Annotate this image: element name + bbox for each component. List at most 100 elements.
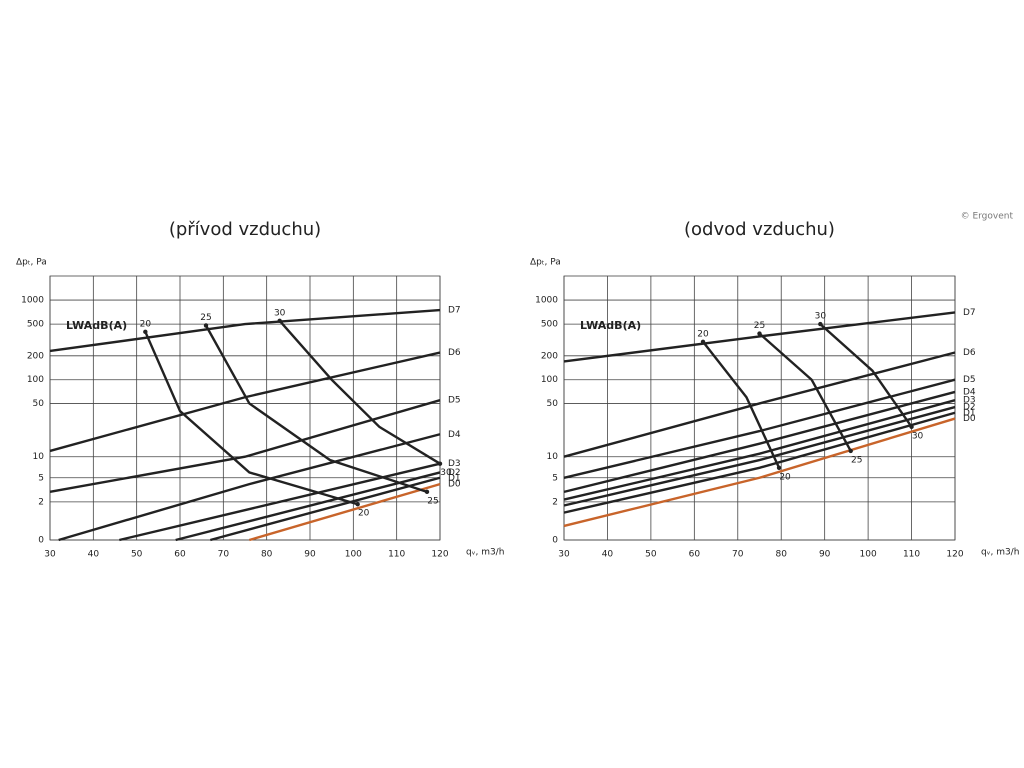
sound-curve — [144, 331, 359, 506]
x-tick-label: 30 — [558, 550, 570, 560]
pressure-line — [49, 399, 441, 494]
pressure-line — [563, 417, 956, 528]
pressure-line — [563, 390, 956, 494]
x-tick-label: 120 — [946, 550, 963, 560]
y-tick-label: 5 — [552, 473, 558, 483]
x-tick-label: 60 — [174, 550, 186, 560]
line-label: D2 — [963, 403, 976, 413]
pressure-line — [563, 351, 956, 458]
x-tick-label: 40 — [88, 550, 100, 560]
chart-title: (přívod vzduchu) — [169, 219, 321, 240]
pressure-line — [175, 471, 441, 542]
line-label: D3 — [963, 396, 976, 406]
y-tick-label: 2 — [38, 497, 44, 507]
y-axis-label: Δpₜ, Pa — [16, 258, 47, 268]
y-tick-label: 10 — [33, 452, 45, 462]
y-tick-label: 50 — [33, 399, 45, 409]
x-tick-label: 40 — [602, 550, 614, 560]
x-tick-label: 80 — [261, 550, 273, 560]
y-tick-label: 1000 — [21, 296, 44, 306]
curve-end-dot — [355, 502, 360, 507]
sound-curve — [758, 332, 852, 452]
line-label: D1 — [448, 473, 461, 483]
x-tick-label: 90 — [819, 550, 831, 560]
sound-curve — [819, 323, 913, 428]
line-label: D7 — [963, 308, 976, 318]
x-tick-label: 80 — [775, 550, 787, 560]
curve-label: 30 — [274, 308, 286, 318]
x-tick-label: 30 — [44, 550, 56, 560]
curve-label: 20 — [779, 472, 791, 482]
pressure-line — [58, 433, 441, 542]
y-tick-label: 0 — [38, 536, 44, 546]
curve-end-dot — [203, 323, 209, 328]
x-tick-label: 60 — [689, 550, 701, 560]
line-label: D4 — [448, 430, 461, 440]
sound-curve — [204, 324, 428, 493]
curve-label: 20 — [697, 329, 709, 339]
line-label: D6 — [448, 348, 461, 358]
curve-label: 20 — [140, 319, 152, 329]
pressure-line — [563, 411, 956, 514]
curve-end-dot — [848, 448, 853, 454]
x-tick-label: 110 — [903, 550, 920, 560]
x-tick-label: 70 — [218, 550, 230, 560]
curve-end-dot — [818, 321, 823, 327]
sound-curve — [702, 341, 781, 469]
x-tick-label: 110 — [388, 550, 405, 560]
curve-label: 25 — [427, 496, 438, 506]
plot-frame — [49, 275, 441, 541]
curve-end-dot — [143, 329, 148, 335]
y-tick-label: 0 — [552, 536, 558, 546]
y-axis-label: Δpₜ, Pa — [530, 258, 561, 268]
sound-curve — [278, 319, 441, 465]
curve-end-dot — [437, 461, 443, 466]
curve-label: 25 — [754, 321, 765, 331]
annotation: LWAdB(A) — [66, 319, 127, 332]
x-tick-label: 90 — [304, 550, 316, 560]
x-tick-label: 50 — [645, 550, 657, 560]
line-label: D0 — [448, 480, 461, 490]
y-tick-label: 500 — [541, 320, 558, 330]
line-label: D4 — [963, 387, 976, 397]
pressure-line — [210, 476, 441, 542]
curve-end-dot — [909, 424, 914, 430]
x-axis-label: qᵥ, m3/h — [466, 548, 504, 558]
copyright: © Ergovent — [961, 212, 1014, 222]
curve-end-dot — [277, 318, 282, 323]
y-tick-label: 1000 — [535, 296, 558, 306]
x-tick-label: 50 — [131, 550, 143, 560]
curve-label: 30 — [815, 312, 827, 322]
line-label: D0 — [963, 414, 976, 424]
x-tick-label: 120 — [431, 550, 448, 560]
y-tick-label: 100 — [541, 375, 558, 385]
curve-label: 30 — [912, 431, 924, 441]
x-tick-label: 100 — [345, 550, 362, 560]
line-label: D2 — [448, 468, 461, 478]
line-label: D7 — [448, 306, 461, 316]
y-tick-label: 2 — [552, 497, 558, 507]
curve-end-dot — [776, 465, 782, 470]
pressure-line — [119, 462, 441, 542]
line-label: D5 — [448, 396, 461, 406]
curve-label: 30 — [440, 468, 452, 478]
pressure-line — [248, 482, 441, 542]
y-tick-label: 50 — [547, 399, 559, 409]
pressure-line — [49, 308, 441, 353]
y-tick-label: 200 — [541, 351, 558, 361]
line-label: D6 — [963, 348, 976, 358]
x-tick-label: 100 — [860, 550, 877, 560]
annotation: LWAdB(A) — [580, 319, 641, 332]
y-tick-label: 10 — [547, 452, 559, 462]
x-axis-label: qᵥ, m3/h — [981, 548, 1019, 558]
curve-end-dot — [700, 339, 706, 344]
curve-label: 25 — [851, 455, 862, 465]
curve-end-dot — [757, 331, 762, 336]
pressure-line — [563, 399, 956, 501]
y-tick-label: 500 — [27, 320, 44, 330]
pressure-line — [563, 405, 956, 507]
curve-label: 25 — [200, 313, 211, 323]
y-tick-label: 100 — [27, 375, 44, 385]
x-tick-label: 70 — [732, 550, 744, 560]
